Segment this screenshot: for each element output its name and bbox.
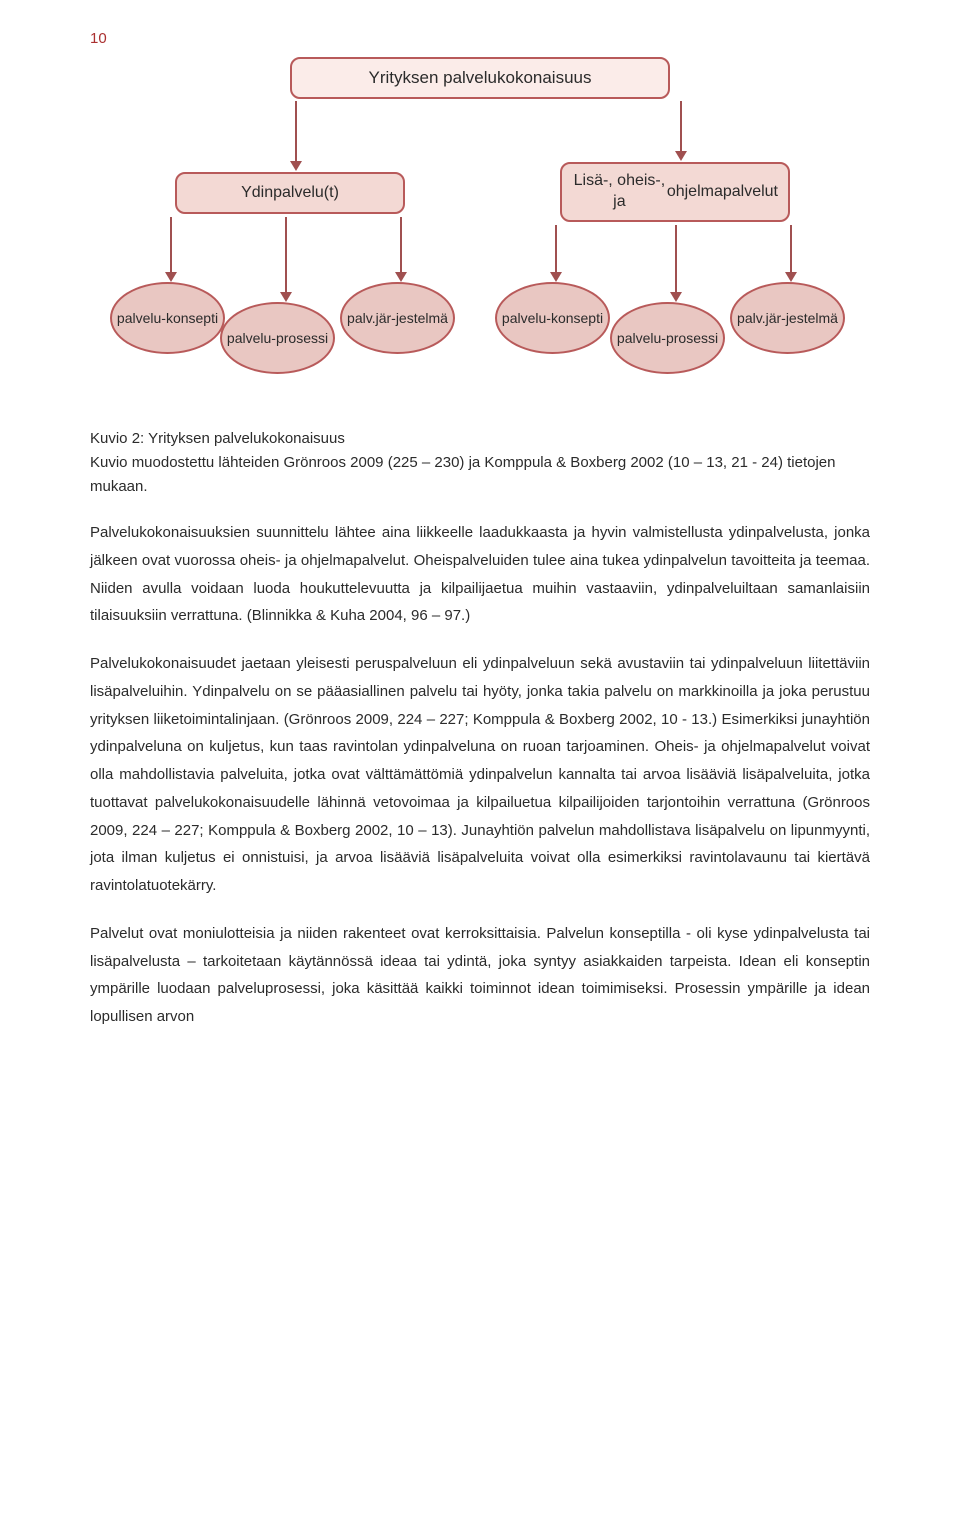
node-label-line: konsepti [166, 310, 218, 327]
node-label-line: Yrityksen palvelukokonaisuus [368, 67, 591, 89]
diagram-arrow [395, 217, 407, 282]
diagram-arrow [550, 225, 562, 282]
page-number: 10 [90, 30, 870, 47]
node-label-line: Ydinpalvelu(t) [241, 183, 339, 204]
diagram-arrow [280, 217, 292, 302]
node-label-line: palvelu- [617, 330, 666, 347]
node-label-line: palvelu- [117, 310, 166, 327]
node-label-line: ohjelmapalvelut [667, 182, 778, 203]
node-label-line: konsepti [551, 310, 603, 327]
body-paragraph: Palvelukokonaisuuksien suunnittelu lähte… [90, 519, 870, 630]
diagram-arrow [675, 101, 687, 161]
caption-line: Kuvio 2: Yrityksen palvelukokonaisuus [90, 427, 870, 451]
diagram-node-l1b: Lisä-, oheis-, jaohjelmapalvelut [560, 162, 790, 222]
document-page: 10 Yrityksen palvelukokonaisuus Ydinpalve… [0, 0, 960, 1111]
body-paragraph: Palvelut ovat moniulotteisia ja niiden r… [90, 920, 870, 1031]
diagram-node-l2a2: palvelu-prosessi [220, 302, 335, 374]
diagram-node-l2a3: palv.jär-jestelmä [340, 282, 455, 354]
node-label-line: palvelu- [502, 310, 551, 327]
node-label-line: jestelmä [396, 310, 448, 327]
diagram-arrow [165, 217, 177, 282]
node-label-line: palvelu- [227, 330, 276, 347]
node-label-line: jestelmä [786, 310, 838, 327]
diagram-node-l1a: Ydinpalvelu(t) [175, 172, 405, 214]
diagram-arrow [670, 225, 682, 302]
service-hierarchy-diagram: Yrityksen palvelukokonaisuus Ydinpalvelu(… [90, 57, 870, 397]
node-label-line: prosessi [666, 330, 718, 347]
figure-caption: Kuvio 2: Yrityksen palvelukokonaisuus Ku… [90, 427, 870, 499]
diagram-node-l2b1: palvelu-konsepti [495, 282, 610, 354]
diagram-node-l2a1: palvelu-konsepti [110, 282, 225, 354]
caption-line: Kuvio muodostettu lähteiden Grönroos 200… [90, 451, 870, 499]
node-label-line: Lisä-, oheis-, ja [572, 171, 667, 213]
diagram-arrow [290, 101, 302, 171]
node-label-line: palv.jär- [737, 310, 786, 327]
diagram-node-root: Yrityksen palvelukokonaisuus [290, 57, 670, 99]
body-paragraph: Palvelukokonaisuudet jaetaan yleisesti p… [90, 650, 870, 900]
node-label-line: prosessi [276, 330, 328, 347]
diagram-arrow [785, 225, 797, 282]
diagram-node-l2b2: palvelu-prosessi [610, 302, 725, 374]
diagram-node-l2b3: palv.jär-jestelmä [730, 282, 845, 354]
node-label-line: palv.jär- [347, 310, 396, 327]
